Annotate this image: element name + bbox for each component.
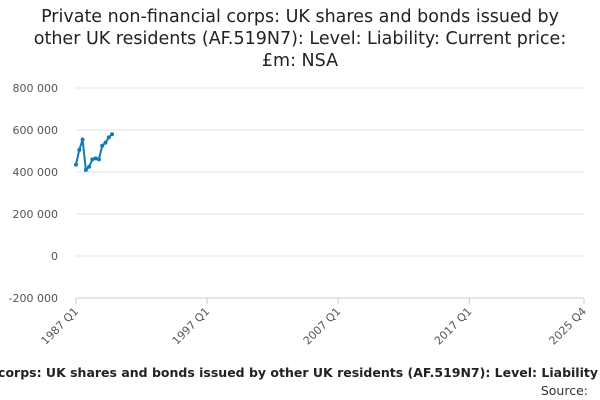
data-point: [80, 137, 85, 142]
data-point: [77, 147, 82, 152]
x-tick-label: 2007 Q1: [301, 305, 344, 348]
data-point: [100, 143, 105, 148]
y-tick-label: -200 000: [9, 292, 58, 305]
data-point: [87, 164, 92, 169]
data-point: [110, 132, 115, 137]
data-point: [93, 156, 98, 161]
y-tick-label: 800 000: [13, 82, 59, 95]
data-point: [106, 135, 111, 140]
source: Source:: [541, 383, 588, 398]
x-tick-label: 2017 Q1: [432, 305, 475, 348]
y-tick-label: 600 000: [13, 124, 59, 137]
data-point: [74, 162, 78, 167]
chart-title: Private non-financial corps: UK shares a…: [33, 7, 567, 71]
data-point: [83, 167, 88, 172]
data-point: [90, 157, 95, 162]
data-point: [103, 140, 108, 145]
y-tick-label: 200 000: [13, 208, 59, 221]
legend-label: corps: UK shares and bonds issued by oth…: [0, 365, 598, 380]
x-tick-label: 1997 Q1: [170, 305, 213, 348]
data-point: [96, 157, 101, 162]
x-tick-label: 2025 Q4: [547, 305, 590, 348]
y-tick-label: 0: [51, 250, 58, 263]
x-tick-label: 1987 Q1: [39, 305, 82, 348]
y-tick-label: 400 000: [13, 166, 59, 179]
